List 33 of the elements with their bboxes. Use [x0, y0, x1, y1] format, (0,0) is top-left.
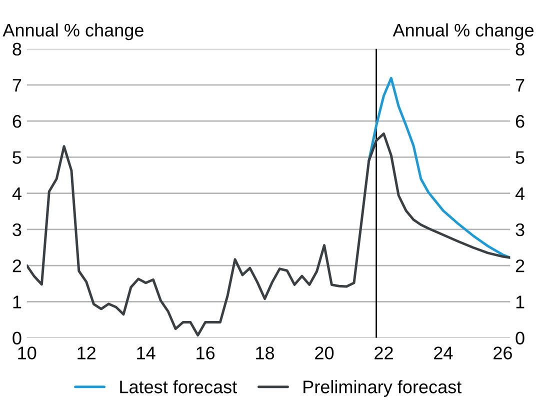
- y2-tick-label: 8: [516, 42, 524, 56]
- y2-tick-label: 3: [516, 223, 524, 236]
- x-tick-label: 14: [137, 346, 156, 360]
- x-tick-label: 10: [18, 346, 36, 360]
- y-tick-label: 5: [12, 151, 22, 164]
- y-tick-label: 7: [12, 79, 22, 92]
- y2-tick-label: 0: [516, 332, 524, 345]
- legend-label: Preliminary forecast: [304, 380, 462, 397]
- y-axis-title: Annual % change: [2, 23, 144, 40]
- y-tick-label: 2: [12, 260, 22, 272]
- line-series: [26, 132, 510, 337]
- x-tick-label: 26: [494, 346, 512, 360]
- x-tick-label: 16: [196, 346, 215, 360]
- y2-axis-title: Annual % change: [392, 23, 534, 40]
- x-tick-label: 12: [78, 346, 96, 360]
- x-tick-label: 20: [315, 346, 334, 360]
- x-tick-label: 22: [374, 346, 393, 360]
- y-tick-label: 1: [13, 296, 22, 308]
- y-tick-label: 4: [12, 187, 22, 200]
- y2-tick-label: 6: [516, 115, 524, 128]
- y2-tick-label: 5: [516, 151, 524, 164]
- x-tick-label: 18: [256, 346, 274, 360]
- y-tick-label: 3: [12, 223, 22, 236]
- legend-label: Latest forecast: [120, 380, 237, 394]
- y2-tick-label: 7: [516, 79, 524, 92]
- y-tick-label: 8: [12, 42, 22, 56]
- y-tick-label: 6: [12, 115, 22, 128]
- y2-tick-label: 4: [515, 187, 525, 200]
- line-series: [368, 76, 510, 259]
- x-tick-label: 24: [434, 346, 453, 360]
- y-tick-label: 0: [12, 332, 22, 345]
- y2-tick-label: 2: [516, 260, 524, 272]
- y2-tick-label: 1: [516, 296, 524, 308]
